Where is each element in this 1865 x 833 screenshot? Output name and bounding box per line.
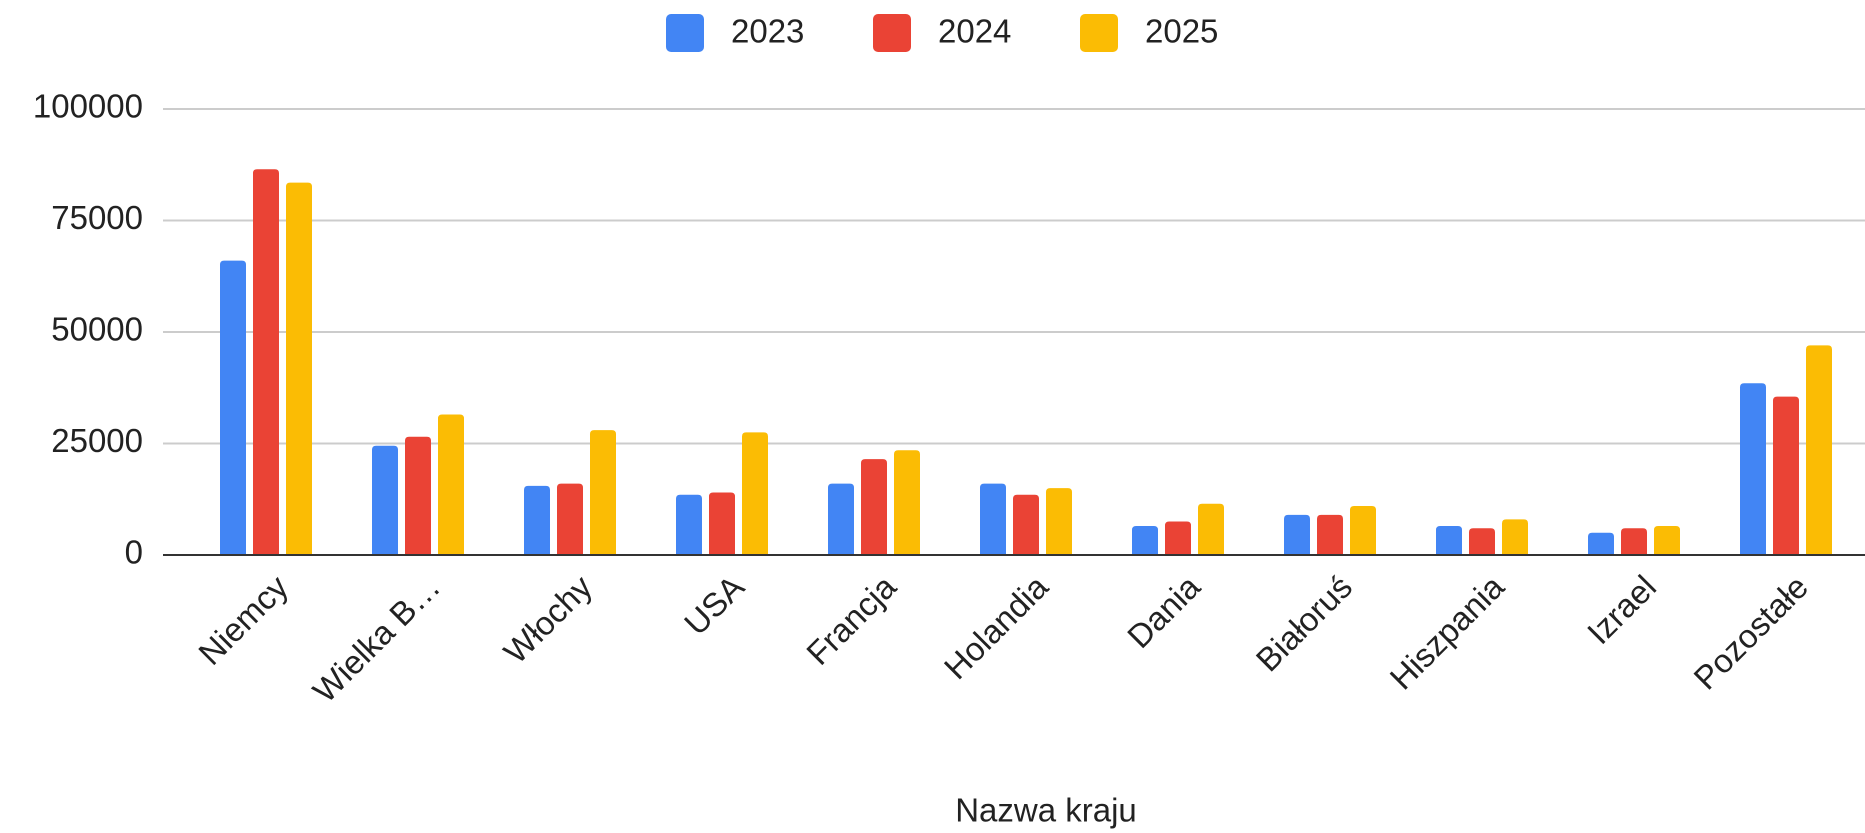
bar (1436, 526, 1462, 555)
legend-label: 2023 (731, 13, 804, 50)
bar (1198, 503, 1224, 555)
y-tick-label: 75000 (51, 199, 143, 236)
x-tick-label: USA (677, 568, 751, 642)
x-tick-label: Włochy (496, 568, 599, 671)
bar (1469, 528, 1495, 555)
x-tick-label: Holandia (937, 567, 1056, 686)
x-tick-label: Niemcy (191, 568, 295, 672)
x-tick-label: Białoruś (1249, 568, 1359, 678)
y-tick-label: 100000 (33, 88, 143, 125)
bar (524, 485, 550, 555)
bar (894, 450, 920, 555)
y-tick-label: 50000 (51, 311, 143, 348)
bar (1132, 526, 1158, 555)
x-tick-label: Francja (799, 568, 903, 672)
bar (286, 182, 312, 555)
bar (557, 483, 583, 555)
bar (709, 492, 735, 555)
x-tick-label: Wielka B… (306, 568, 448, 710)
bar (1773, 396, 1799, 555)
x-tick-label: Pozostałe (1686, 568, 1815, 697)
bar (828, 483, 854, 555)
bar (372, 445, 398, 555)
bar (253, 169, 279, 555)
bar (405, 436, 431, 555)
legend-swatch (873, 14, 911, 52)
bar (861, 459, 887, 555)
legend-label: 2025 (1145, 13, 1218, 50)
bar (742, 432, 768, 555)
bar (1165, 521, 1191, 555)
bar (1502, 519, 1528, 555)
x-tick-label: Dania (1120, 568, 1208, 656)
bar (220, 260, 246, 555)
bar (1654, 526, 1680, 555)
legend-label: 2024 (938, 13, 1011, 50)
legend-swatch (1080, 14, 1118, 52)
bar (1317, 514, 1343, 555)
bar (438, 414, 464, 555)
bar (1621, 528, 1647, 555)
bar (1588, 532, 1614, 555)
bar (590, 430, 616, 555)
bar (676, 494, 702, 555)
bar (1806, 345, 1832, 555)
bar (1013, 494, 1039, 555)
y-tick-label: 0 (125, 534, 143, 571)
x-tick-label: Izrael (1580, 568, 1663, 651)
bar (1740, 383, 1766, 555)
bar (1284, 514, 1310, 555)
x-axis-title: Nazwa kraju (955, 792, 1137, 829)
y-tick-label: 25000 (51, 422, 143, 459)
x-tick-label: Hiszpania (1382, 568, 1511, 697)
bar (1046, 488, 1072, 555)
bar (1350, 505, 1376, 555)
legend-swatch (666, 14, 704, 52)
bar (980, 483, 1006, 555)
